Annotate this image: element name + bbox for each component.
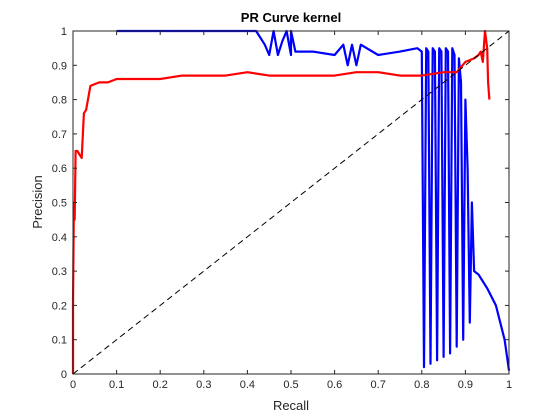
y-tick-label: 0.6 [52, 163, 67, 175]
y-axis-label: Precision [30, 175, 45, 228]
y-tick-label: 1 [61, 26, 67, 38]
x-tick-label: 0.8 [414, 379, 429, 391]
y-tick-label: 0.1 [52, 335, 67, 347]
x-tick-label: 0.6 [327, 379, 342, 391]
x-tick-label: 0.2 [153, 379, 168, 391]
y-tick-label: 0.7 [52, 129, 67, 141]
series-layer [71, 29, 511, 375]
y-tick-label: 0.4 [52, 232, 67, 244]
y-tick-label: 0.2 [52, 300, 67, 312]
y-tick-label: 0.8 [52, 95, 67, 107]
y-tick-label: 0.5 [52, 198, 67, 210]
diagonal-reference-line [72, 30, 510, 375]
y-tick-label: 0.9 [52, 60, 67, 72]
x-tick-label: 0.1 [109, 379, 124, 391]
x-tick-label: 1 [506, 379, 512, 391]
x-tick-label: 0.9 [458, 379, 473, 391]
x-tick-label: 0 [70, 379, 76, 391]
y-tick-label: 0 [61, 369, 67, 381]
chart-title: PR Curve kernel [241, 10, 341, 25]
tick-layer: 0 0.1 0.2 0.3 0.4 0.5 0.6 0.7 0.8 0.9 1 0 0.1 0.2 0.3 0… [52, 26, 512, 391]
y-tick-label: 0.3 [52, 266, 67, 278]
x-axis-label: Recall [273, 398, 309, 413]
blue-pr-curve [116, 29, 511, 371]
x-tick-label: 0.5 [283, 379, 298, 391]
x-tick-label: 0.7 [371, 379, 386, 391]
x-tick-label: 0.3 [196, 379, 211, 391]
x-tick-label: 0.4 [240, 379, 255, 391]
